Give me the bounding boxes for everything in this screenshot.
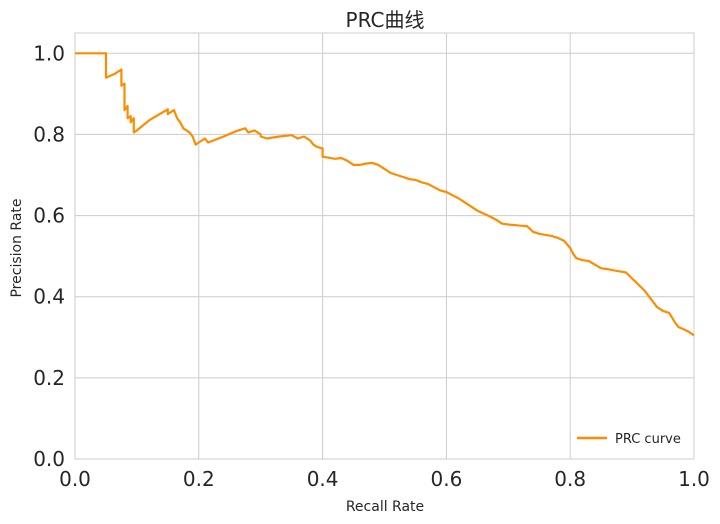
y-tick-label: 0.2 <box>33 366 65 390</box>
x-tick-label: 0.2 <box>183 467 215 491</box>
y-tick-label: 0.0 <box>33 447 65 471</box>
y-tick-label: 0.8 <box>33 122 65 146</box>
tick-labels: 0.0 0.2 0.4 0.6 0.8 1.0 0.0 0.2 0.4 0.6 0.8 1.0 <box>33 41 710 491</box>
plot-frame <box>74 32 695 460</box>
y-tick-label: 0.4 <box>33 285 65 309</box>
legend-label: PRC curve <box>615 432 681 447</box>
x-tick-label: 0.8 <box>554 467 586 491</box>
y-tick-label: 0.6 <box>33 204 65 228</box>
series-layer <box>75 52 695 337</box>
x-tick-label: 1.0 <box>678 467 710 491</box>
chart-title: PRC曲线 <box>346 8 425 32</box>
x-tick-label: 0.4 <box>307 467 339 491</box>
series-line-prc-curve <box>75 52 695 337</box>
x-tick-label: 0.6 <box>430 467 462 491</box>
x-axis-label: Recall Rate <box>346 499 424 515</box>
x-tick-label: 0.0 <box>59 467 91 491</box>
legend: PRC curve <box>577 432 681 447</box>
y-tick-label: 1.0 <box>33 41 65 65</box>
grid <box>74 33 695 460</box>
y-axis-label: Precision Rate <box>9 198 25 297</box>
